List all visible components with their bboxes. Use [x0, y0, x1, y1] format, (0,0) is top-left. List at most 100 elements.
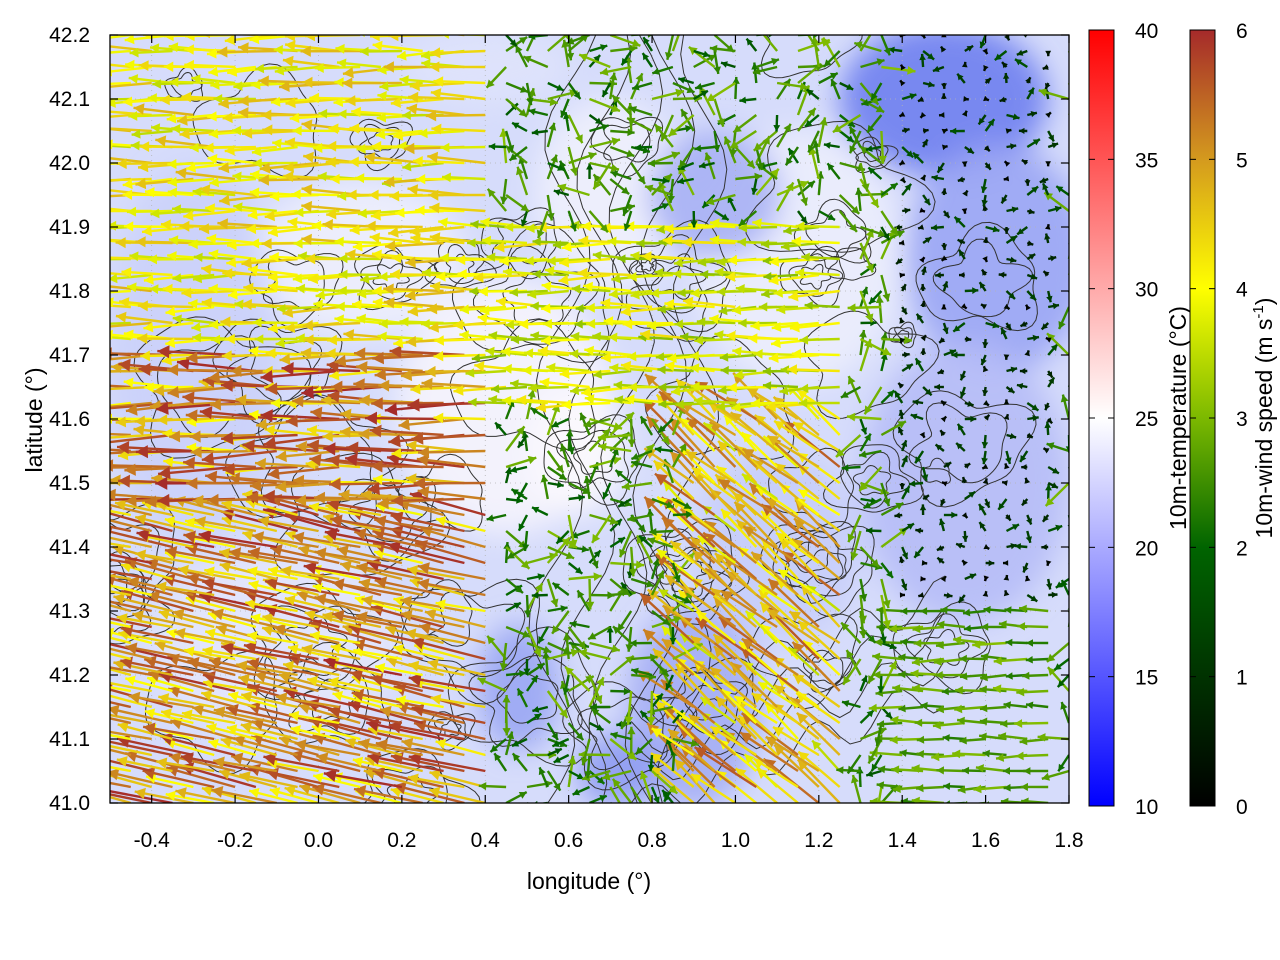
wind-vector	[1056, 674, 1069, 688]
wind-vector	[672, 737, 699, 748]
wind-vector	[541, 335, 590, 346]
wind-vector	[110, 509, 132, 517]
wind-vector	[303, 561, 382, 581]
wind-vector	[435, 738, 486, 757]
wind-vectors	[110, 35, 1069, 803]
wind-vector	[190, 446, 256, 459]
wind-vector	[980, 652, 1007, 661]
wind-vector	[120, 562, 173, 581]
wind-vector	[207, 493, 277, 507]
wind-vector	[980, 623, 1007, 631]
wind-vector	[204, 566, 257, 581]
wind-vector	[709, 587, 758, 628]
wind-vector	[983, 605, 1007, 614]
wind-vector	[221, 641, 298, 661]
wind-vector	[375, 739, 444, 757]
wind-vector	[610, 731, 632, 741]
wind-vector	[117, 721, 173, 741]
wind-vector	[584, 345, 632, 357]
wind-vector	[371, 397, 444, 410]
wind-vector	[110, 335, 131, 341]
wind-vector	[920, 701, 944, 710]
wind-vector	[799, 383, 840, 394]
wind-vector	[110, 465, 111, 467]
wind-vector	[651, 610, 671, 627]
wind-vector	[110, 558, 131, 565]
wind-vector	[1019, 368, 1028, 375]
wind-vector	[228, 547, 298, 565]
wind-vector	[936, 620, 965, 629]
wind-vector	[638, 534, 653, 548]
wind-vector	[943, 511, 958, 519]
wind-vector	[546, 450, 565, 474]
wind-vector	[505, 669, 527, 678]
wind-vector	[546, 578, 559, 608]
wind-vector	[1026, 639, 1049, 647]
wind-vector	[589, 417, 623, 431]
wind-vector	[265, 382, 340, 396]
x-tick-label: -0.2	[217, 829, 253, 852]
wind-vector	[578, 648, 611, 661]
wind-vector	[1057, 754, 1069, 772]
wind-vector	[702, 531, 758, 580]
wind-vector	[733, 695, 778, 725]
wind-vector	[657, 418, 674, 434]
x-tick-label: 0.4	[471, 829, 501, 852]
wind-vector	[294, 739, 361, 757]
wind-vector	[1022, 671, 1049, 680]
colorbar-tick-label: 10	[1135, 796, 1158, 819]
wind-vector	[206, 723, 257, 741]
wind-vector	[167, 685, 236, 709]
wind-vector	[428, 786, 486, 803]
wind-vector	[504, 731, 515, 756]
x-tick-label: 1.8	[1054, 829, 1083, 852]
wind-vector	[262, 612, 319, 629]
wind-vector	[137, 333, 194, 344]
wind-vector	[791, 348, 840, 359]
wind-vector	[1044, 482, 1069, 507]
wind-vector	[857, 35, 861, 37]
wind-vector	[532, 705, 549, 713]
wind-vector	[220, 736, 278, 757]
wind-vector	[1026, 432, 1034, 439]
wind-vector	[306, 425, 361, 437]
wind-vector	[321, 394, 382, 406]
wind-vector	[964, 400, 974, 407]
wind-vector	[539, 377, 590, 389]
wind-vector	[280, 35, 319, 37]
wind-vector	[261, 625, 319, 645]
wind-vector	[900, 607, 924, 615]
wind-vector	[391, 494, 465, 507]
contour-line	[590, 116, 664, 178]
wind-vector	[240, 691, 298, 709]
wind-vector	[424, 608, 486, 629]
wind-vector	[959, 654, 986, 663]
wind-vector	[934, 383, 944, 391]
wind-vector	[132, 610, 194, 629]
wind-vector	[393, 644, 444, 661]
wind-vector	[1005, 638, 1028, 647]
wind-vector	[110, 600, 152, 613]
wind-vector	[326, 498, 403, 517]
wind-vector	[370, 673, 444, 693]
wind-vector	[851, 774, 862, 803]
wind-vector	[936, 556, 945, 564]
wind-vector	[128, 691, 194, 709]
wind-vector	[312, 582, 361, 597]
wind-vector	[421, 377, 486, 390]
wind-vector	[526, 641, 552, 654]
wind-vector	[982, 478, 989, 485]
wind-vector	[650, 570, 665, 596]
wind-vector	[876, 606, 903, 614]
wind-vector	[766, 434, 820, 469]
wind-vector	[590, 707, 612, 724]
contour-line	[745, 120, 936, 253]
wind-vector	[336, 545, 403, 565]
wind-vector	[916, 750, 944, 758]
wind-vector	[287, 644, 340, 661]
wind-vector	[943, 461, 952, 469]
wind-vector	[110, 795, 132, 803]
wind-vector	[110, 385, 152, 391]
colorbar-tick-label: 30	[1135, 279, 1158, 302]
wind-vector	[606, 625, 614, 644]
